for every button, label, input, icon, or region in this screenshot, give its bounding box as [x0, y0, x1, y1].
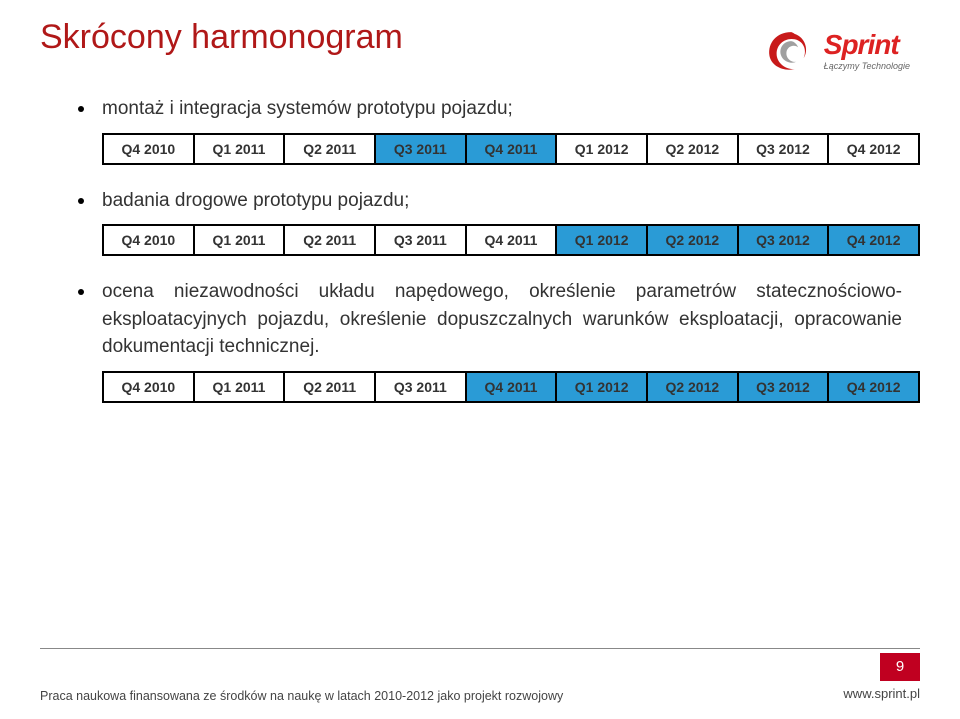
quarter-cell: Q4 2011 [466, 372, 557, 402]
quarter-table: Q4 2010Q1 2011Q2 2011Q3 2011Q4 2011Q1 20… [102, 224, 920, 256]
quarter-cell: Q3 2012 [738, 225, 829, 255]
content: montaż i integracja systemów prototypu p… [78, 95, 920, 403]
logo-swirl-icon [764, 28, 818, 74]
quarter-cell: Q4 2010 [103, 372, 194, 402]
list-item: ocena niezawodności układu napędowego, o… [78, 278, 920, 403]
bullet-text: badania drogowe prototypu pojazdu; [102, 187, 409, 215]
quarter-cell: Q2 2011 [284, 225, 375, 255]
page-number: 9 [880, 653, 920, 681]
quarter-cell: Q4 2011 [466, 225, 557, 255]
quarter-cell: Q2 2012 [647, 225, 738, 255]
quarter-cell: Q1 2012 [556, 225, 647, 255]
bullet-text: montaż i integracja systemów prototypu p… [102, 95, 513, 123]
quarter-cell: Q4 2010 [103, 225, 194, 255]
quarter-cell: Q1 2011 [194, 134, 285, 164]
quarter-cell: Q1 2011 [194, 225, 285, 255]
quarter-cell: Q3 2011 [375, 372, 466, 402]
quarter-cell: Q4 2012 [828, 225, 919, 255]
quarter-cell: Q1 2011 [194, 372, 285, 402]
quarter-cell: Q4 2011 [466, 134, 557, 164]
quarter-cell: Q2 2011 [284, 372, 375, 402]
quarter-cell: Q3 2012 [738, 134, 829, 164]
bullet-icon [78, 106, 84, 112]
quarter-table: Q4 2010Q1 2011Q2 2011Q3 2011Q4 2011Q1 20… [102, 133, 920, 165]
quarter-cell: Q1 2012 [556, 372, 647, 402]
quarter-cell: Q4 2010 [103, 134, 194, 164]
bullet-icon [78, 198, 84, 204]
quarter-cell: Q4 2012 [828, 134, 919, 164]
quarter-table: Q4 2010Q1 2011Q2 2011Q3 2011Q4 2011Q1 20… [102, 371, 920, 403]
quarter-cell: Q1 2012 [556, 134, 647, 164]
quarter-cell: Q2 2012 [647, 134, 738, 164]
footer: Praca naukowa finansowana ze środków na … [0, 648, 960, 703]
bullet-icon [78, 289, 84, 295]
list-item: badania drogowe prototypu pojazdu; Q4 201… [78, 187, 920, 257]
logo-word: Sprint [824, 31, 910, 59]
quarter-cell: Q2 2011 [284, 134, 375, 164]
footer-text: Praca naukowa finansowana ze środków na … [40, 689, 563, 703]
quarter-cell: Q3 2011 [375, 225, 466, 255]
logo-tagline: Łączymy Technologie [824, 61, 910, 71]
quarter-cell: Q3 2011 [375, 134, 466, 164]
logo: Sprint Łączymy Technologie [764, 28, 910, 74]
quarter-cell: Q2 2012 [647, 372, 738, 402]
list-item: montaż i integracja systemów prototypu p… [78, 95, 920, 165]
footer-url: www.sprint.pl [843, 686, 920, 701]
bullet-text: ocena niezawodności układu napędowego, o… [102, 278, 902, 361]
quarter-cell: Q4 2012 [828, 372, 919, 402]
quarter-cell: Q3 2012 [738, 372, 829, 402]
